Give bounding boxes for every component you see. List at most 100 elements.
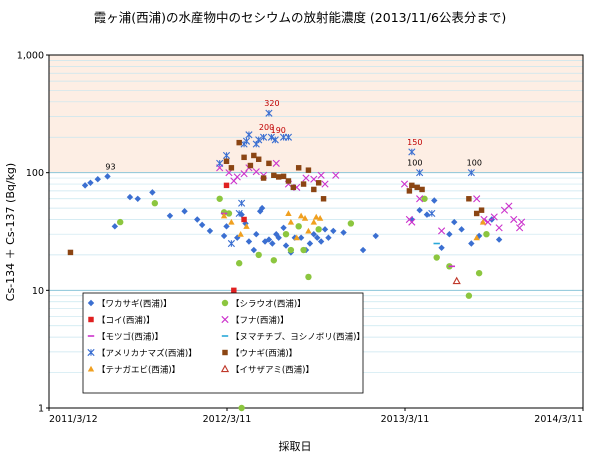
data-point [421,195,428,202]
legend-box [82,292,364,394]
data-point [251,152,257,159]
data-point [285,178,292,184]
data-point [237,230,244,237]
data-point [414,184,420,191]
legend-label: 【テナガエビ(西浦)】 [97,365,180,376]
data-point [372,232,379,240]
y-tick-label: 1,000 [17,51,44,62]
series-8 [220,210,487,241]
data-point [416,195,424,203]
data-point [473,195,481,203]
data-point [270,257,278,264]
data-point [81,182,89,189]
legend-marker [87,365,95,372]
data-point [181,208,188,215]
data-point [315,226,322,233]
data-point [433,254,440,261]
data-point [505,202,513,210]
data-point [297,234,305,241]
data-point [225,169,233,177]
data-point [473,234,480,241]
legend-marker [221,299,229,307]
data-point [314,234,321,241]
data-point [236,139,242,146]
data-point [315,180,322,186]
data-point [225,210,233,217]
data-point [408,218,416,226]
legend-label: 【コイ(西浦)】 [97,315,155,326]
data-point [255,136,263,144]
data-point [431,197,438,204]
data-point [149,189,156,196]
data-label: 320 [264,99,279,108]
data-point [275,174,282,180]
data-point [151,200,159,207]
data-point [111,223,119,230]
data-point [416,206,423,214]
data-point [242,137,251,145]
data-point [265,109,273,117]
data-point [194,216,201,223]
data-point [446,230,453,238]
data-point [290,184,297,191]
data-point [479,218,487,225]
data-point [206,227,214,235]
legend-marker [88,316,94,323]
data-point [400,180,409,188]
data-point [243,223,250,229]
data-point [306,240,314,247]
data-point [245,131,253,139]
data-point [310,230,318,238]
data-point [240,170,248,178]
data-point [310,218,318,225]
data-point [238,404,245,412]
data-point [241,154,247,161]
data-point [223,223,230,230]
data-point [227,239,235,248]
data-point [295,165,302,171]
data-point [267,133,275,141]
data-point [311,186,317,193]
data-point [297,212,305,219]
data-point [475,232,483,240]
data-point [301,215,309,221]
data-point [495,224,503,232]
series-1 [117,195,490,412]
data-point [275,234,282,241]
data-point [255,251,262,259]
data-point [466,196,472,202]
data-point [260,175,267,181]
data-point [359,246,367,254]
data-point [282,230,290,238]
data-point [340,229,347,236]
data-point [330,227,337,235]
data-label: 200 [259,123,274,132]
data-point [465,292,473,299]
limit-band [49,55,583,173]
data-label: 190 [271,126,286,135]
data-label: 150 [407,138,422,147]
data-point [231,287,237,294]
data-point [321,180,329,188]
data-point [223,158,230,164]
data-label: 100 [407,159,422,168]
data-point [252,168,260,176]
data-point [467,169,475,177]
data-point [198,221,206,229]
series-2 [223,182,247,294]
data-point [253,230,260,238]
data-point [272,159,280,167]
series-6 [216,109,475,248]
data-point [94,175,101,183]
chart-title: 霞ヶ浦(西浦)の水産物中のセシウムの放射能濃度 (2013/11/6公表分まで) [94,10,507,25]
data-point [266,160,272,167]
data-point [245,238,253,245]
data-point [228,218,235,225]
data-point [300,181,307,187]
data-point [478,207,485,213]
data-point [255,156,262,162]
data-point [317,171,325,179]
data-point [280,173,287,180]
data-point [451,218,458,226]
